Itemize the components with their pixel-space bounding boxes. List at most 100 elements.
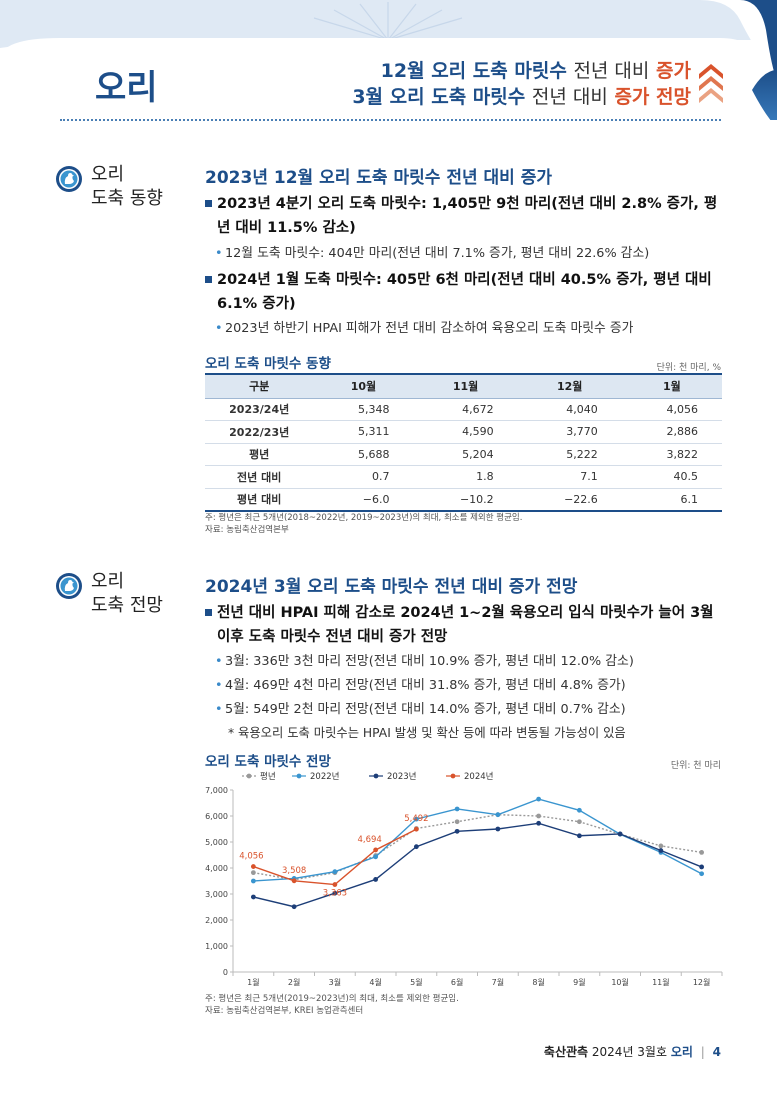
- legend-marker: [450, 773, 456, 779]
- x-tick-label: 7월: [492, 977, 504, 987]
- table-row: 평년 5,688 5,204 5,222 3,822: [205, 443, 722, 466]
- section2-label-line2: 도축 전망: [91, 595, 163, 616]
- section2-sub-2: 4월: 469만 4천 마리 전망(전년 대비 31.8% 증가, 평년 대비 …: [215, 676, 725, 696]
- section1-label-line1: 오리: [91, 164, 125, 185]
- section2-label-line1: 오리: [91, 571, 125, 592]
- headline-2-main: 3월 오리 도축 마릿수: [352, 86, 526, 108]
- data-point: [373, 854, 379, 860]
- table-note: 주: 평년은 최근 5개년(2018~2022년, 2019~2023년)의 최…: [205, 513, 523, 523]
- section1-bullet-2-sub: 2023년 하반기 HPAI 피해가 전년 대비 감소하여 육용오리 도축 마릿…: [215, 319, 725, 339]
- table-row-header: 2023/24년: [205, 398, 314, 421]
- table-cell: 4,056: [621, 398, 722, 421]
- table-cell: 5,348: [313, 398, 414, 421]
- y-tick-label: 7,000: [205, 786, 228, 795]
- y-tick-label: 4,000: [205, 864, 228, 873]
- page-footer: 축산관측 2024년 3월호 오리 | 4: [544, 1043, 721, 1060]
- legend-label: 2022년: [310, 771, 339, 782]
- data-point: [291, 878, 297, 884]
- duck-icon: [56, 166, 82, 192]
- footer-topic: 오리: [670, 1045, 693, 1059]
- footer-publication: 축산관측: [543, 1045, 589, 1059]
- section2-bullet-1: 전년 대비 HPAI 피해 감소로 2024년 1~2월 육용오리 입식 마릿수…: [205, 601, 725, 649]
- legend-marker: [246, 773, 252, 779]
- data-point: [413, 816, 419, 822]
- table-cell: −6.0: [313, 488, 414, 512]
- data-point: [332, 869, 338, 875]
- table-row: 전년 대비 0.7 1.8 7.1 40.5: [205, 465, 722, 489]
- data-point: [536, 820, 542, 826]
- table-cell: 7.1: [517, 465, 622, 489]
- data-point: [617, 831, 623, 837]
- table-cell: 2,886: [621, 420, 722, 444]
- section2-label-text: 오리 도축 전망: [91, 570, 163, 618]
- table-cell: 1.8: [413, 465, 518, 489]
- data-point: [413, 826, 419, 832]
- data-point: [658, 848, 664, 853]
- table-header-row: 구분 10월 11월 12월 1월: [205, 373, 722, 399]
- slaughter-forecast-chart: 0 1,000 2,000 3,000 4,000 5,000 6,000 7,000 1월 2월…: [205, 771, 723, 987]
- x-tick-label: 11월: [652, 977, 670, 987]
- x-tick-label: 6월: [451, 977, 463, 987]
- data-point: [454, 819, 460, 825]
- section1-title: 2023년 12월 오리 도축 마릿수 전년 대비 증가: [205, 168, 553, 188]
- x-tick-label: 10월: [611, 977, 629, 987]
- data-point: [250, 894, 256, 900]
- table-cell: 3,770: [517, 420, 622, 444]
- x-tick-label: 12월: [693, 977, 711, 987]
- header-background: [0, 0, 777, 120]
- data-point: [332, 882, 338, 887]
- x-tick-label: 9월: [573, 977, 585, 987]
- table-cell: 0.7: [313, 465, 414, 489]
- table-header-cell: 11월: [413, 373, 518, 399]
- chart-note: 주: 평년은 최근 5개년(2019~2023년)의 최대, 최소를 제외한 평…: [205, 994, 459, 1004]
- x-tick-label: 3월: [329, 977, 341, 987]
- data-point: [250, 864, 256, 869]
- data-point: [536, 796, 542, 802]
- data-point: [454, 828, 460, 834]
- headline-2-accent: 증가 전망: [614, 86, 691, 108]
- y-tick-label: 6,000: [205, 812, 228, 821]
- table-cell: 4,040: [517, 398, 622, 421]
- duck-icon: [56, 573, 82, 599]
- table-cell: 3,822: [621, 443, 722, 466]
- data-point: [454, 806, 460, 812]
- section2-sub-1: 3월: 336만 3천 마리 전망(전년 대비 10.9% 증가, 평년 대비 …: [215, 652, 725, 672]
- data-point: [250, 878, 256, 884]
- data-point: [373, 847, 379, 853]
- up-arrows-icon: [699, 64, 723, 103]
- data-point: [536, 813, 542, 819]
- table-row: 평년 대비 −6.0 −10.2 −22.6 6.1: [205, 488, 722, 512]
- table-row-header: 평년 대비: [205, 488, 314, 512]
- table-cell: −22.6: [517, 488, 622, 512]
- data-point: [699, 871, 705, 877]
- footer-divider: |: [700, 1045, 705, 1059]
- table-cell: 5,311: [313, 420, 414, 444]
- headline-1-main: 12월 오리 도축 마릿수: [380, 60, 567, 82]
- legend-marker: [373, 773, 379, 779]
- legend-marker: [296, 773, 302, 779]
- table-cell: 5,222: [517, 443, 622, 466]
- y-tick-label: 5,000: [205, 838, 228, 847]
- series-line: [253, 813, 702, 881]
- y-tick-label: 3,000: [205, 890, 228, 899]
- table-title: 오리 도축 마릿수 동향: [205, 356, 331, 372]
- table-source: 자료: 농림축산검역본부: [205, 525, 289, 535]
- x-tick-label: 8월: [532, 977, 544, 987]
- chart-source: 자료: 농림축산검역본부, KREI 농업관측센터: [205, 1006, 364, 1016]
- table-unit: 단위: 천 마리, %: [656, 363, 721, 373]
- data-point: [291, 904, 297, 910]
- table-cell: 5,204: [413, 443, 518, 466]
- section1-bullet-1: 2023년 4분기 오리 도축 마릿수: 1,405만 9천 마리(전년 대비 …: [205, 192, 725, 240]
- x-tick-label: 5월: [410, 977, 422, 987]
- data-point: [699, 864, 705, 870]
- data-point: [699, 850, 705, 855]
- table-row: 2023/24년 5,348 4,672 4,040 4,056: [205, 398, 722, 421]
- chart-notes: 주: 평년은 최근 5개년(2019~2023년)의 최대, 최소를 제외한 평…: [205, 993, 459, 1017]
- headline-1-accent: 증가: [656, 60, 691, 82]
- table-cell: 5,688: [313, 443, 414, 466]
- table-cell: −10.2: [413, 488, 518, 512]
- table-header-cell: 1월: [621, 373, 722, 399]
- headline-1-mid: 전년 대비: [573, 60, 650, 82]
- table-cell: 4,590: [413, 420, 518, 444]
- data-point: [576, 807, 582, 813]
